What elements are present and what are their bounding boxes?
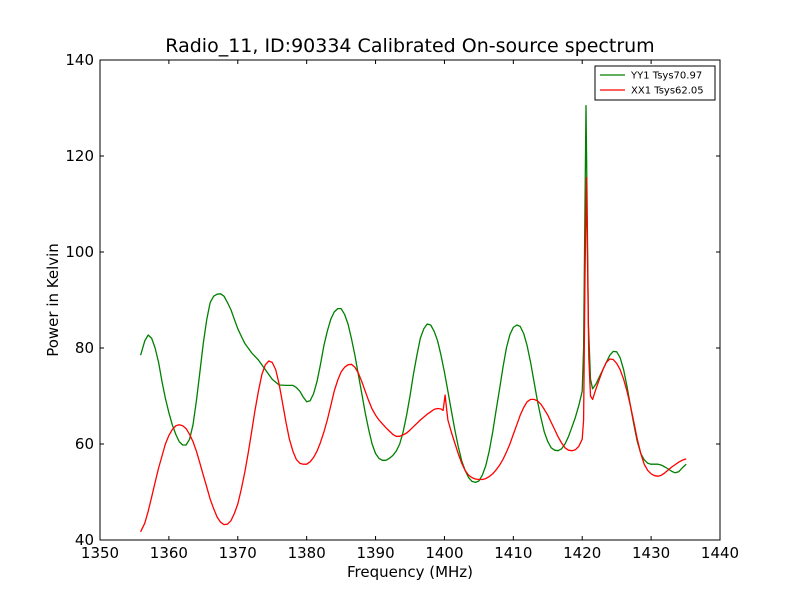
- x-tick-label: 1370: [219, 544, 257, 562]
- plot-lines: [139, 104, 687, 533]
- y-tick-label: 40: [75, 531, 94, 549]
- legend-label-1: YY1 Tsys70.97: [630, 71, 702, 82]
- y-tick-label: 100: [65, 243, 94, 261]
- y-tick-label: 60: [75, 435, 94, 453]
- y-tick-label: 80: [75, 339, 94, 357]
- series-line-1: [139, 104, 687, 484]
- x-tick-label: 1360: [150, 544, 188, 562]
- x-tick-label: 1420: [563, 544, 601, 562]
- legend: YY1 Tsys70.97 XX1 Tsys62.05: [594, 65, 716, 101]
- legend-box: [594, 65, 716, 101]
- plot-frame: [99, 59, 721, 541]
- x-tick-label: 1400: [425, 544, 463, 562]
- x-tick-label: 1380: [288, 544, 326, 562]
- x-axis-label: Frequency (MHz): [347, 563, 473, 581]
- chart-title: Radio_11, ID:90334 Calibrated On-source …: [165, 35, 654, 57]
- y-tick-label: 120: [65, 147, 94, 165]
- y-axis-ticks: 40 60 80 100 120 140: [65, 51, 720, 549]
- x-tick-label: 1440: [701, 544, 739, 562]
- series-line-2: [140, 176, 687, 533]
- x-tick-label: 1350: [81, 544, 119, 562]
- x-tick-label: 1430: [632, 544, 670, 562]
- y-axis-label: Power in Kelvin: [44, 243, 62, 357]
- y-tick-label: 140: [65, 51, 94, 69]
- x-tick-label: 1390: [356, 544, 394, 562]
- legend-label-2: XX1 Tsys62.05: [631, 86, 704, 97]
- x-tick-label: 1410: [494, 544, 532, 562]
- x-axis-ticks: 1350 1360 1370 1380 1390 1400 1410 1420 1430 1440: [81, 60, 739, 562]
